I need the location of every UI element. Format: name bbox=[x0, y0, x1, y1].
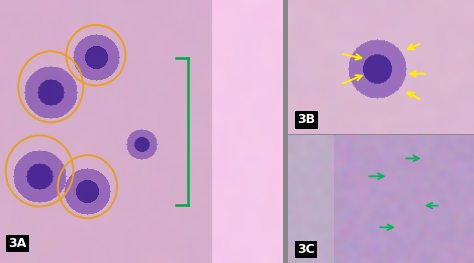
Text: 3A: 3A bbox=[9, 237, 27, 250]
Text: 3B: 3B bbox=[298, 113, 316, 127]
Text: 3C: 3C bbox=[298, 243, 315, 256]
